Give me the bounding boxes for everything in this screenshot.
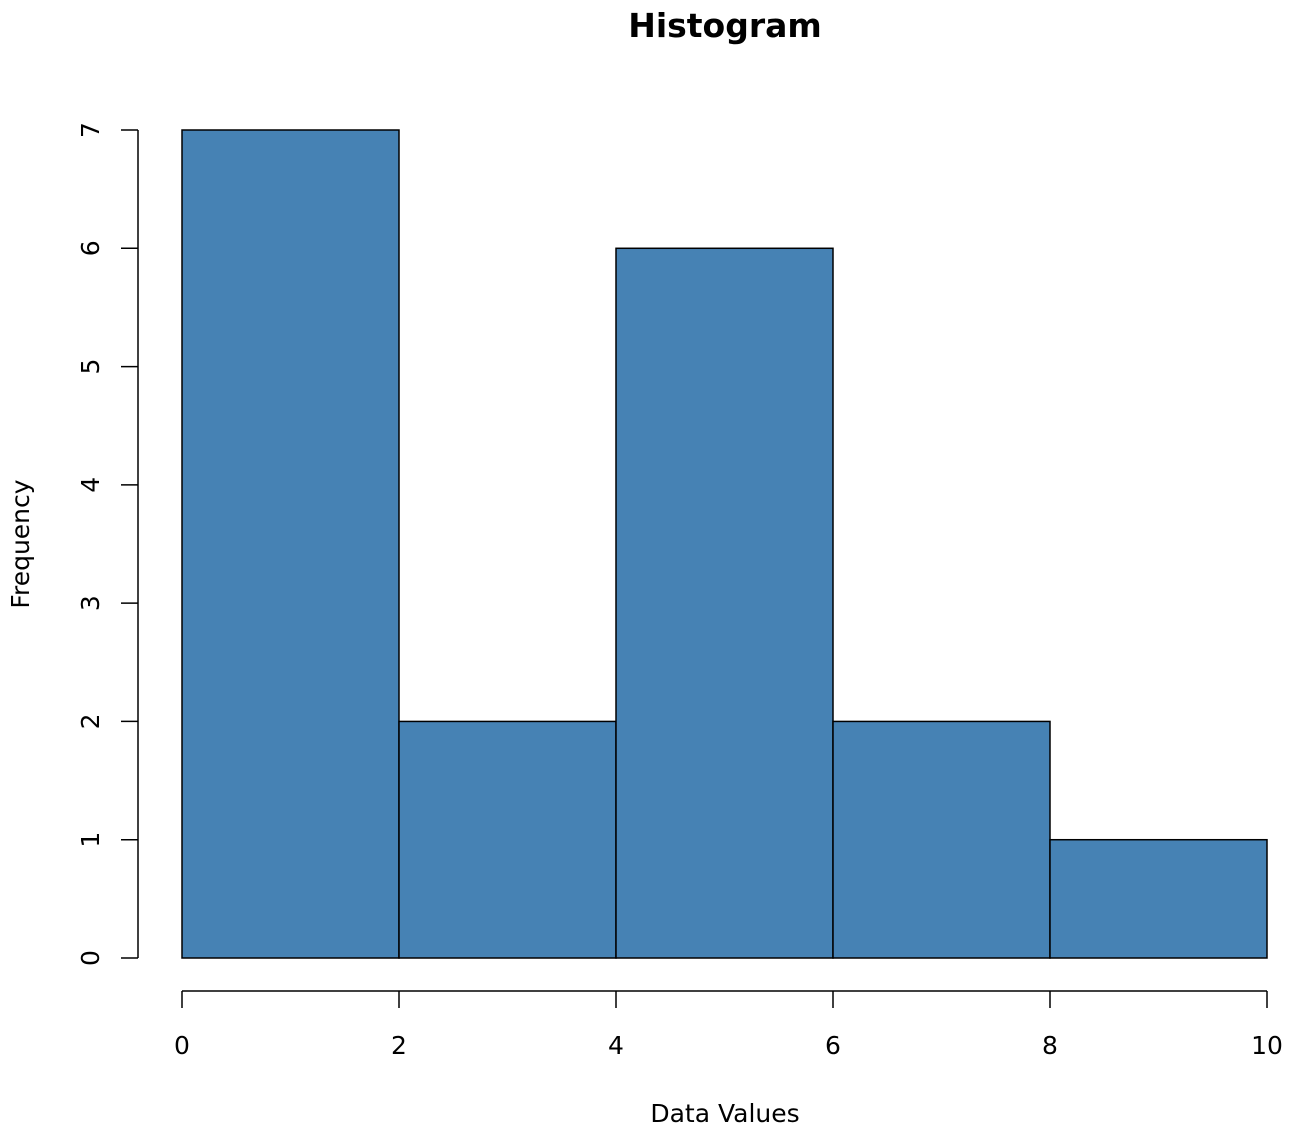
x-axis: 0 2 4 6 8 10 [174,990,1283,1060]
x-tick-label: 10 [1251,1031,1283,1060]
y-tick-label: 0 [76,950,105,966]
y-tick-label: 3 [76,595,105,611]
y-tick-label: 2 [76,713,105,729]
histogram-bar [1049,838,1268,959]
x-axis-label: Data Values [650,1099,799,1128]
x-tick-label: 6 [825,1031,841,1060]
y-axis-label: Frequency [6,479,35,608]
bars-group [181,129,1268,959]
y-tick-label: 5 [76,359,105,375]
x-tick-label: 8 [1042,1031,1058,1060]
histogram-bar [398,720,617,959]
x-tick-label: 0 [174,1031,190,1060]
histogram-bar [832,720,1051,959]
y-tick-label: 7 [76,122,105,138]
y-axis: 0 1 2 3 4 5 6 7 [76,122,139,966]
y-tick-label: 4 [76,477,105,493]
x-tick-label: 4 [608,1031,624,1060]
chart-title: Histogram [628,6,822,45]
y-tick-label: 6 [76,240,105,256]
histogram-bar [615,247,834,959]
histogram-bar [181,129,400,959]
x-tick-label: 2 [391,1031,407,1060]
y-tick-label: 1 [76,832,105,848]
